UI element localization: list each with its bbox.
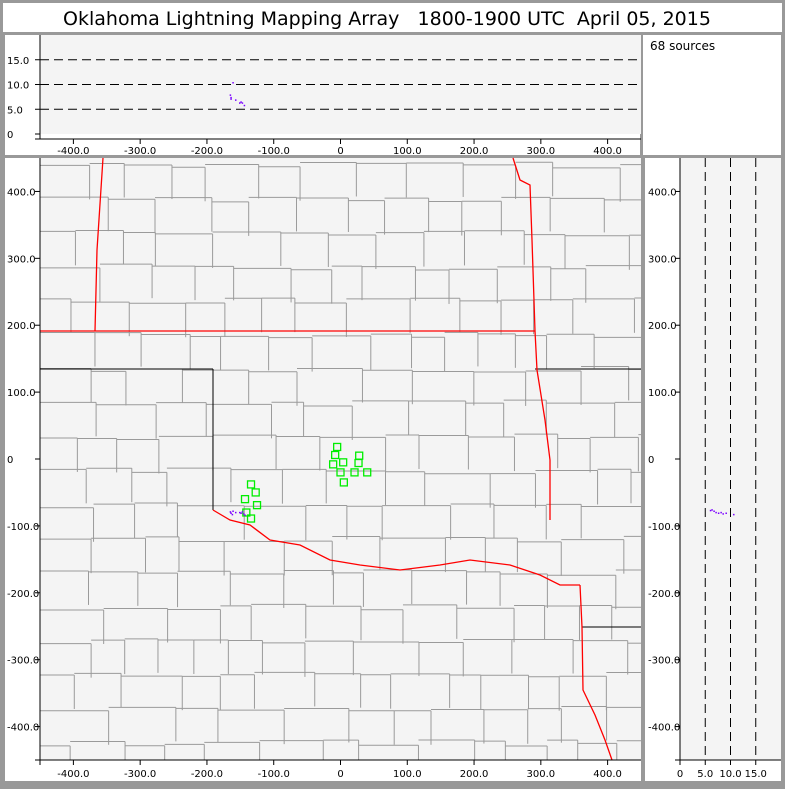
x-tick-label: -300.0 <box>124 146 156 157</box>
x-tick-label: 15.0 <box>745 769 767 780</box>
lma-station <box>339 458 348 467</box>
lightning-source <box>241 511 244 513</box>
lightning-source <box>241 102 244 104</box>
figure-title: Oklahoma Lightning Mapping Array 1800-19… <box>63 8 711 30</box>
lightning-source <box>244 514 246 517</box>
y-tick-label: -300.0 <box>7 656 39 667</box>
x-tick-label: -200.0 <box>191 146 223 157</box>
x-tick-label: -400.0 <box>57 146 89 157</box>
ns-altitude-plot: 0 5.0 10.0 15.0 400.0 300.0 200.0 100.0 0 -100.0 -… <box>648 158 781 780</box>
lightning-source <box>230 98 232 100</box>
x-tick-label: 400.0 <box>593 146 622 157</box>
x-tick-label: -400.0 <box>57 769 89 780</box>
y-tick-label: 15.0 <box>7 56 29 67</box>
lma-station <box>350 468 359 477</box>
count-panel <box>643 35 781 155</box>
y-tick-label: -200.0 <box>648 589 680 600</box>
lightning-source <box>243 513 245 515</box>
y-tick-label: -400.0 <box>648 723 680 734</box>
x-tick-label: -100.0 <box>258 146 290 157</box>
x-tick-label: -300.0 <box>124 769 156 780</box>
lightning-source <box>234 511 237 514</box>
source-count: 68 sources <box>650 39 715 53</box>
plan-view-map: -400.0 -300.0 -200.0 -100.0 0 100.0 200.0 300.0… <box>7 157 641 780</box>
y-tick-label: 10.0 <box>7 81 29 92</box>
y-tick-label: -400.0 <box>7 723 39 734</box>
lma-station <box>331 450 340 460</box>
x-tick-label: -100.0 <box>258 769 290 780</box>
y-tick-label: 200.0 <box>648 321 677 332</box>
x-tick-label: 0 <box>337 769 343 780</box>
lightning-source <box>243 104 246 107</box>
lightning-source <box>231 513 234 516</box>
y-tick-label: 200.0 <box>7 321 36 332</box>
lma-station <box>252 501 262 510</box>
lightning-source <box>720 511 722 514</box>
y-tick-label: 300.0 <box>7 254 36 265</box>
x-tick-label: 5.0 <box>697 769 713 780</box>
lightning-source <box>733 513 735 516</box>
lightning-source <box>717 512 720 515</box>
x-tick-label: 100.0 <box>393 769 422 780</box>
lma-station <box>329 460 338 469</box>
lma-station <box>354 458 363 468</box>
x-tick-label: -200.0 <box>191 769 223 780</box>
x-tick-label: 0 <box>337 146 343 157</box>
x-tick-label: 200.0 <box>460 146 489 157</box>
lightning-source <box>725 512 727 515</box>
lightning-source <box>715 511 717 514</box>
lma-station <box>363 468 372 477</box>
y-tick-label: 0 <box>7 130 13 141</box>
y-tick-label: -300.0 <box>648 656 680 667</box>
y-tick-label: 400.0 <box>7 187 36 198</box>
x-tick-label: 0 <box>677 769 683 780</box>
y-tick-label: 5.0 <box>7 105 23 116</box>
x-tick-label: 200.0 <box>460 769 489 780</box>
lma-station <box>336 468 345 477</box>
lightning-source <box>234 99 237 101</box>
lightning-source <box>230 96 232 99</box>
y-tick-label: -100.0 <box>648 522 680 533</box>
oklahoma-border <box>579 584 613 761</box>
y-tick-label: 400.0 <box>648 187 677 198</box>
lightning-source <box>232 82 234 84</box>
altitude-plot: 0 5.0 10.0 15.0 -400.0 -300.0 -200.0 -100.0 0 100… <box>7 35 641 157</box>
lightning-source <box>713 510 715 513</box>
x-tick-label: 300.0 <box>527 146 556 157</box>
lightning-source <box>711 509 713 511</box>
lma-station <box>333 442 342 452</box>
lma-station <box>339 478 348 487</box>
y-tick-label: 0 <box>7 455 13 466</box>
title-bar <box>3 3 782 32</box>
lightning-source <box>240 512 242 515</box>
lightning-source <box>232 510 234 513</box>
lightning-source <box>229 511 232 513</box>
lightning-source <box>230 512 232 515</box>
lightning-source <box>240 101 242 103</box>
x-tick-label: 100.0 <box>393 146 422 157</box>
lightning-source <box>709 509 712 512</box>
y-tick-label: -200.0 <box>7 589 39 600</box>
x-tick-label: 400.0 <box>593 769 622 780</box>
lma-station <box>246 514 256 523</box>
x-tick-label: 10.0 <box>719 769 741 780</box>
lightning-source <box>238 102 241 104</box>
y-tick-label: 0 <box>648 455 654 466</box>
lma-station <box>246 480 256 489</box>
y-tick-label: -100.0 <box>7 522 39 533</box>
oklahoma-border <box>512 157 551 520</box>
y-tick-label: 300.0 <box>648 254 677 265</box>
oklahoma-border <box>212 509 580 586</box>
oklahoma-border <box>94 157 104 332</box>
lightning-source <box>229 94 232 96</box>
y-tick-label: 100.0 <box>7 388 36 399</box>
x-tick-label: 300.0 <box>527 769 556 780</box>
lma-station <box>240 494 250 504</box>
lightning-source <box>722 513 724 515</box>
y-tick-label: 100.0 <box>648 388 677 399</box>
lightning-source <box>238 511 241 514</box>
lma-station <box>251 488 260 497</box>
